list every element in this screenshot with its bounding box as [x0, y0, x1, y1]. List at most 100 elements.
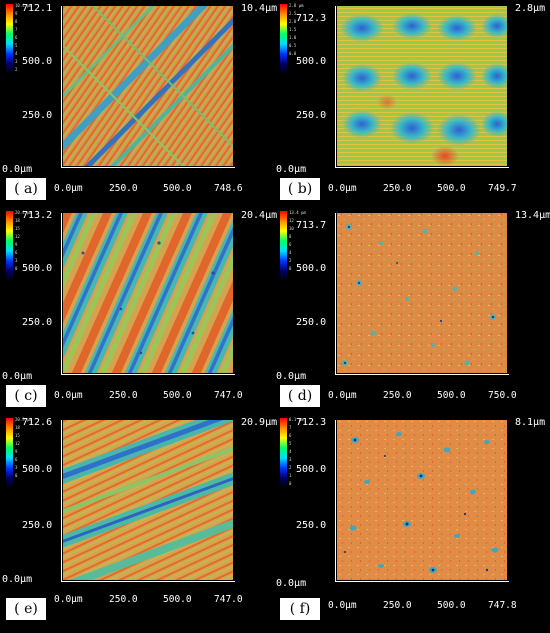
y-tick-max: 712.3 — [296, 13, 327, 24]
x-axis-line — [61, 581, 235, 582]
y-tick-0: 0.0μm — [2, 164, 33, 175]
y-tick-250: 250.0 — [296, 110, 327, 121]
cbar-tick: 1.5 — [289, 27, 297, 32]
cbar-tick: 12 — [15, 441, 20, 446]
cbar-tick: 10.4 μm — [15, 3, 32, 8]
x-tick-500: 500.0 — [163, 594, 192, 605]
cbar-tick: 0 — [289, 266, 292, 271]
y-tick-0: 0.0μm — [276, 164, 307, 175]
surface-height-map — [63, 6, 233, 166]
x-tick-0: 0.0μm — [328, 390, 357, 401]
y-tick-max: 713.7 — [296, 220, 327, 231]
y-tick-250: 250.0 — [296, 317, 327, 328]
cbar-tick: 12 — [15, 234, 20, 239]
cbar-tick: 2 — [289, 465, 292, 470]
cbar-tick: 9 — [15, 449, 18, 454]
cbar-tick: 4 — [289, 250, 292, 255]
cbar-tick: 8 — [15, 19, 18, 24]
x-tick-500: 500.0 — [437, 183, 466, 194]
cbar-tick: 5 — [289, 441, 292, 446]
y-tick-500: 500.0 — [296, 56, 327, 67]
y-axis-line — [335, 213, 336, 375]
cbar-tick: 4 — [289, 449, 292, 454]
color-scale-bar — [280, 4, 287, 74]
cbar-tick: 2.0 — [289, 19, 297, 24]
cbar-tick: 4 — [15, 51, 18, 56]
x-tick-0: 0.0μm — [54, 390, 83, 401]
y-tick-250: 250.0 — [22, 110, 53, 121]
cbar-tick: 9 — [15, 242, 18, 247]
panel-b: 2.8 μm 2.5 2.0 1.5 1.0 0.5 0.0 — [274, 0, 545, 208]
y-tick-500: 500.0 — [22, 464, 53, 475]
color-scale-ticks: 8.1 μm 7 6 5 4 3 2 1 0 — [289, 416, 315, 488]
y-axis-line — [61, 420, 62, 582]
y-tick-0: 0.0μm — [2, 574, 33, 585]
cbar-tick: 1 — [289, 473, 292, 478]
color-scale-ticks: 10.4 μm 9 8 7 6 5 4 3 2 — [15, 2, 41, 74]
y-tick-250: 250.0 — [22, 317, 53, 328]
cbar-tick: 1.0 — [289, 35, 297, 40]
cbar-tick: 0 — [15, 473, 18, 478]
cbar-tick: 6 — [15, 457, 18, 462]
cbar-tick: 13.4 μm — [289, 210, 306, 215]
color-scale-ticks: 20.4 μm 18 15 12 9 6 3 0 — [15, 209, 41, 281]
surface-height-map — [337, 420, 507, 580]
y-axis-line — [61, 213, 62, 375]
x-axis-line — [335, 374, 509, 375]
cbar-tick: 2 — [15, 67, 18, 72]
z-max-label: 20.4μm — [241, 210, 278, 221]
z-max-label: 8.1μm — [515, 417, 546, 428]
y-axis-line — [335, 420, 336, 582]
x-axis-line — [61, 374, 235, 375]
x-tick-max: 749.7 — [488, 183, 517, 194]
color-scale-ticks: 13.4 μm 12 10 8 6 4 2 0 — [289, 209, 315, 281]
cbar-tick: 6 — [289, 242, 292, 247]
cbar-tick: 15 — [15, 226, 20, 231]
x-tick-250: 250.0 — [109, 183, 138, 194]
panel-f: 8.1 μm 7 6 5 4 3 2 1 0 — [274, 414, 546, 622]
x-tick-max: 748.6 — [214, 183, 243, 194]
x-tick-0: 0.0μm — [54, 183, 83, 194]
y-tick-0: 0.0μm — [276, 371, 307, 382]
y-tick-500: 500.0 — [22, 56, 53, 67]
x-axis-line — [335, 581, 509, 582]
color-scale-ticks: 20.9 μm 18 15 12 9 6 3 0 — [15, 416, 41, 488]
cbar-tick: 3 — [15, 465, 18, 470]
x-tick-max: 747.0 — [214, 594, 243, 605]
cbar-tick: 10 — [289, 226, 294, 231]
cbar-tick: 7 — [15, 27, 18, 32]
cbar-tick: 2.5 — [289, 11, 297, 16]
x-tick-500: 500.0 — [163, 183, 192, 194]
y-tick-max: 712.1 — [22, 3, 53, 14]
cbar-tick: 6 — [289, 433, 292, 438]
surface-height-map — [337, 6, 507, 166]
y-tick-max: 713.2 — [22, 210, 53, 221]
cbar-tick: 0 — [15, 266, 18, 271]
panel-d: 13.4 μm 12 10 8 6 4 2 0 — [274, 207, 550, 415]
cbar-tick: 9 — [15, 11, 18, 16]
x-tick-max: 750.0 — [488, 390, 517, 401]
x-tick-250: 250.0 — [109, 390, 138, 401]
x-tick-0: 0.0μm — [328, 600, 357, 611]
z-max-label: 13.4μm — [515, 210, 550, 221]
surface-height-map — [63, 420, 233, 580]
cbar-tick: 8.1 μm — [289, 417, 304, 422]
y-tick-250: 250.0 — [22, 520, 53, 531]
y-tick-0: 0.0μm — [276, 578, 307, 589]
x-axis-line — [335, 167, 509, 168]
x-tick-0: 0.0μm — [328, 183, 357, 194]
y-tick-max: 712.6 — [22, 417, 53, 428]
panel-letter: ( b) — [280, 178, 320, 200]
x-tick-500: 500.0 — [163, 390, 192, 401]
cbar-tick: 3 — [15, 258, 18, 263]
panel-letter: ( a) — [6, 178, 46, 200]
cbar-tick: 6 — [15, 250, 18, 255]
cbar-tick: 12 — [289, 218, 294, 223]
cbar-tick: 20.4 μm — [15, 210, 32, 215]
cbar-tick: 18 — [15, 425, 20, 430]
x-tick-max: 747.0 — [214, 390, 243, 401]
cbar-tick: 3 — [15, 59, 18, 64]
cbar-tick: 6 — [15, 35, 18, 40]
color-scale-bar — [6, 418, 13, 488]
